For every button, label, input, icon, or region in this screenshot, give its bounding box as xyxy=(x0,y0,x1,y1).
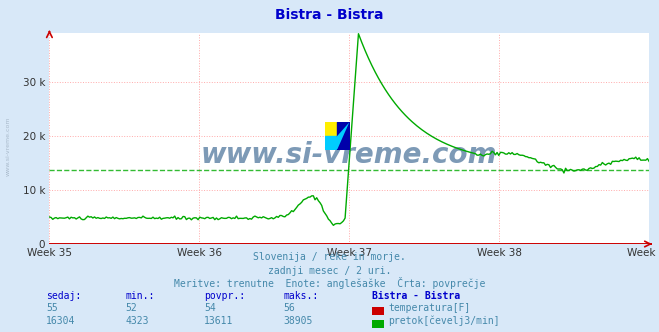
Text: 13611: 13611 xyxy=(204,316,234,326)
Text: www.si-vreme.com: www.si-vreme.com xyxy=(5,116,11,176)
Text: maks.:: maks.: xyxy=(283,291,318,301)
Text: min.:: min.: xyxy=(125,291,155,301)
Text: 52: 52 xyxy=(125,303,137,313)
Text: Slovenija / reke in morje.: Slovenija / reke in morje. xyxy=(253,252,406,262)
Text: 55: 55 xyxy=(46,303,58,313)
Text: 56: 56 xyxy=(283,303,295,313)
Text: 16304: 16304 xyxy=(46,316,76,326)
Text: 4323: 4323 xyxy=(125,316,149,326)
Text: www.si-vreme.com: www.si-vreme.com xyxy=(201,141,498,169)
Polygon shape xyxy=(326,123,349,149)
Text: Bistra - Bistra: Bistra - Bistra xyxy=(275,8,384,22)
Text: sedaj:: sedaj: xyxy=(46,291,81,301)
Text: temperatura[F]: temperatura[F] xyxy=(388,303,471,313)
Text: povpr.:: povpr.: xyxy=(204,291,245,301)
Text: Bistra - Bistra: Bistra - Bistra xyxy=(372,291,461,301)
Text: 54: 54 xyxy=(204,303,216,313)
Text: 38905: 38905 xyxy=(283,316,313,326)
Text: zadnji mesec / 2 uri.: zadnji mesec / 2 uri. xyxy=(268,266,391,276)
Text: pretok[čevelj3/min]: pretok[čevelj3/min] xyxy=(388,315,500,326)
Text: Meritve: trenutne  Enote: anglešaške  Črta: povprečje: Meritve: trenutne Enote: anglešaške Črta… xyxy=(174,277,485,289)
Polygon shape xyxy=(337,123,349,149)
